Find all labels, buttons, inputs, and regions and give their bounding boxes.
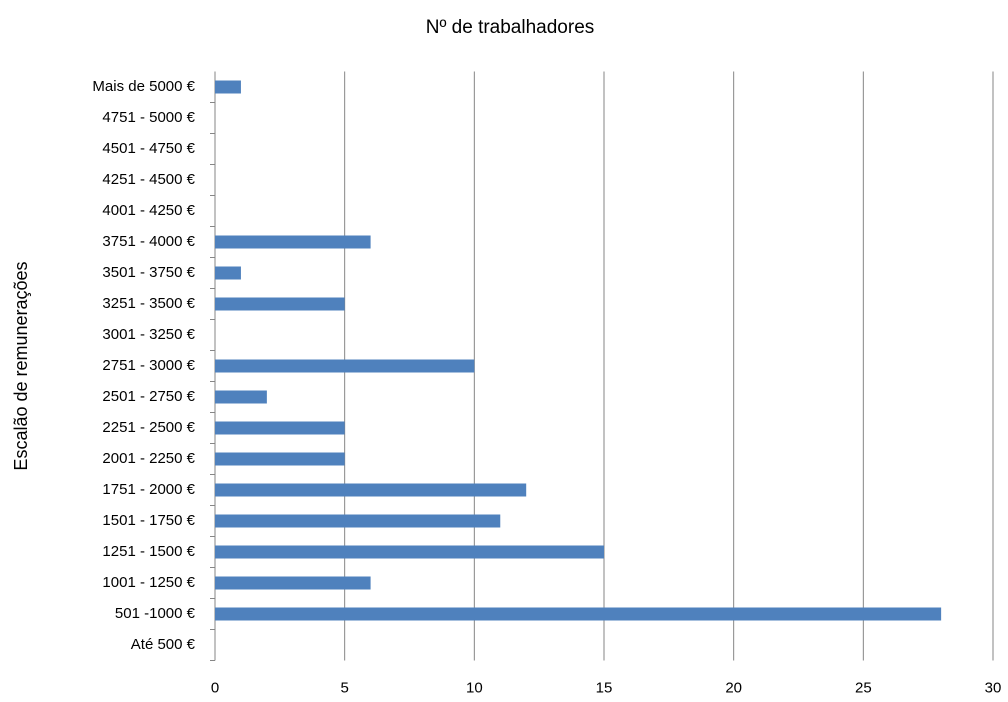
y-tick-label: 3501 - 3750 € — [102, 264, 195, 281]
bar — [215, 483, 527, 497]
y-tick-label: 1251 - 1500 € — [102, 543, 195, 560]
y-tick-label: 4751 - 5000 € — [102, 109, 195, 126]
y-tick-label: 1501 - 1750 € — [102, 512, 195, 529]
bar — [215, 297, 345, 311]
bar — [215, 607, 942, 621]
y-tick-label: 3251 - 3500 € — [102, 295, 195, 312]
bar — [215, 235, 371, 249]
y-tick-label: 4501 - 4750 € — [102, 140, 195, 157]
bar — [215, 80, 241, 94]
y-tick-label: 1751 - 2000 € — [102, 481, 195, 498]
y-tick-label: 2251 - 2500 € — [102, 419, 195, 436]
x-tick-label: 10 — [466, 679, 483, 696]
chart-title: Nº de trabalhadores — [426, 17, 595, 38]
bar — [215, 421, 345, 435]
bar — [215, 545, 604, 559]
x-tick-label: 30 — [985, 679, 1002, 696]
y-tick-label: 1001 - 1250 € — [102, 574, 195, 591]
y-tick-label: 4251 - 4500 € — [102, 171, 195, 188]
y-tick-label: 501 -1000 € — [115, 605, 196, 622]
bar — [215, 390, 267, 404]
y-tick-label: 2501 - 2750 € — [102, 388, 195, 405]
bar — [215, 359, 475, 373]
x-tick-label: 25 — [855, 679, 872, 696]
y-tick-label: 3001 - 3250 € — [102, 326, 195, 343]
x-tick-label: 5 — [340, 679, 348, 696]
bar — [215, 266, 241, 280]
y-tick-label: 4001 - 4250 € — [102, 202, 195, 219]
y-tick-label: Até 500 € — [131, 636, 196, 653]
bar — [215, 576, 371, 590]
bar — [215, 452, 345, 466]
x-tick-label: 0 — [211, 679, 219, 696]
x-tick-label: 20 — [725, 679, 742, 696]
y-tick-label: Mais de 5000 € — [92, 78, 195, 95]
y-tick-label: 2751 - 3000 € — [102, 357, 195, 374]
y-tick-label: 3751 - 4000 € — [102, 233, 195, 250]
bar — [215, 514, 501, 528]
y-tick-label: 2001 - 2250 € — [102, 450, 195, 467]
y-axis-title: Escalão de remunerações — [11, 261, 31, 470]
x-tick-label: 15 — [596, 679, 613, 696]
